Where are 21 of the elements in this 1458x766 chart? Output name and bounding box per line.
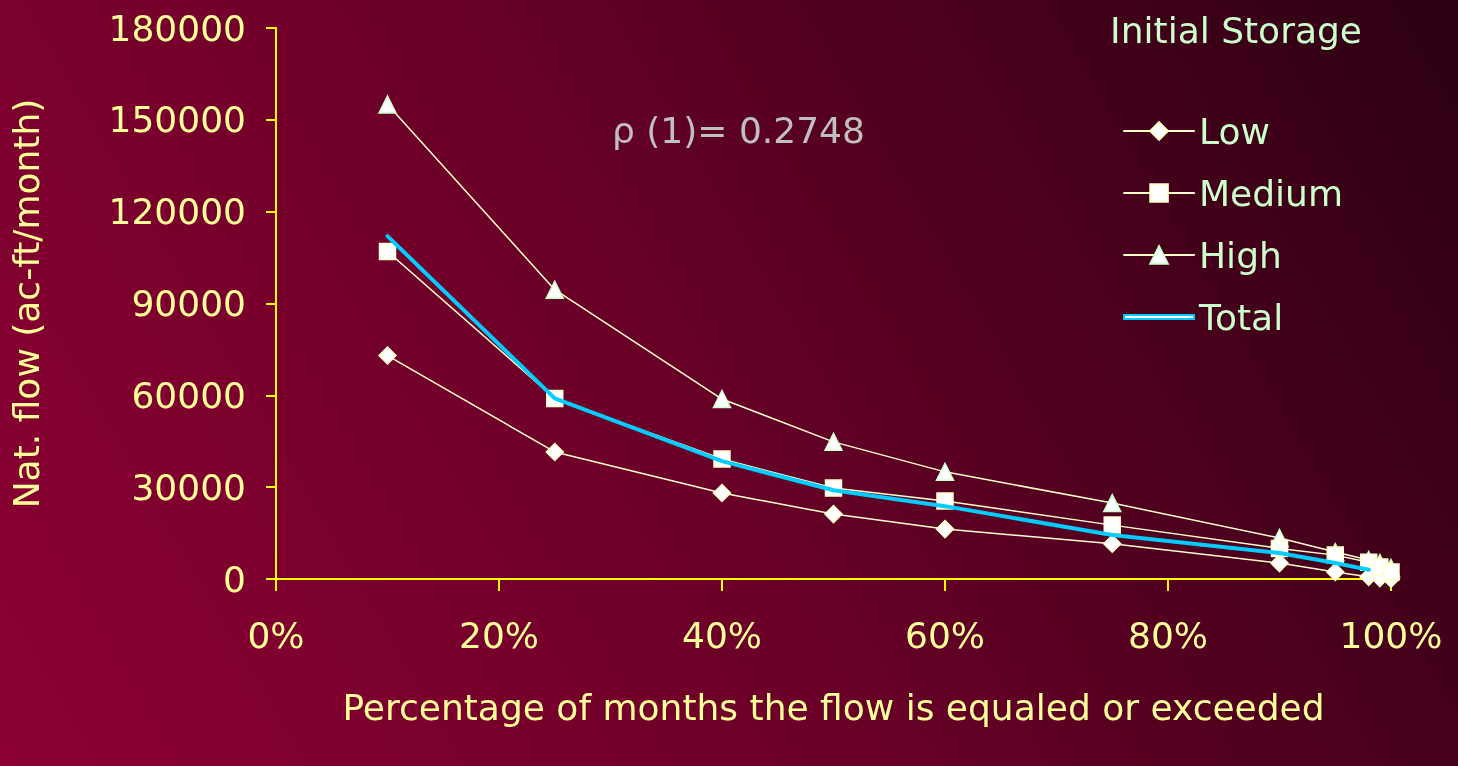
y-tick-label: 120000 (108, 191, 246, 233)
legend-label: High (1199, 234, 1282, 276)
x-tick-label: 20% (458, 614, 540, 656)
legend-label: Medium (1199, 172, 1344, 214)
legend-label: Low (1199, 110, 1270, 152)
x-tick-label: 80% (1127, 614, 1209, 656)
annotation: ρ (1)= 0.2748 (612, 109, 865, 151)
x-axis-title: Percentage of months the flow is equaled or exceeded (342, 686, 1325, 728)
y-tick-label: 150000 (108, 99, 246, 141)
x-tick-label: 40% (681, 614, 763, 656)
legend-label: Total (1198, 296, 1284, 338)
y-tick-label: 180000 (108, 7, 246, 49)
x-tick-label: 60% (904, 614, 986, 656)
y-axis-title: Nat. flow (ac-ft/month) (5, 98, 47, 509)
y-tick-label: 0 (223, 558, 246, 600)
legend-title: Initial Storage (1110, 9, 1363, 51)
x-tick-label: 0% (247, 614, 305, 656)
y-tick-label: 90000 (131, 283, 246, 324)
y-tick-label: 60000 (131, 374, 246, 416)
y-tick-label: 30000 (131, 466, 246, 508)
x-tick-label: 100% (1339, 614, 1443, 656)
